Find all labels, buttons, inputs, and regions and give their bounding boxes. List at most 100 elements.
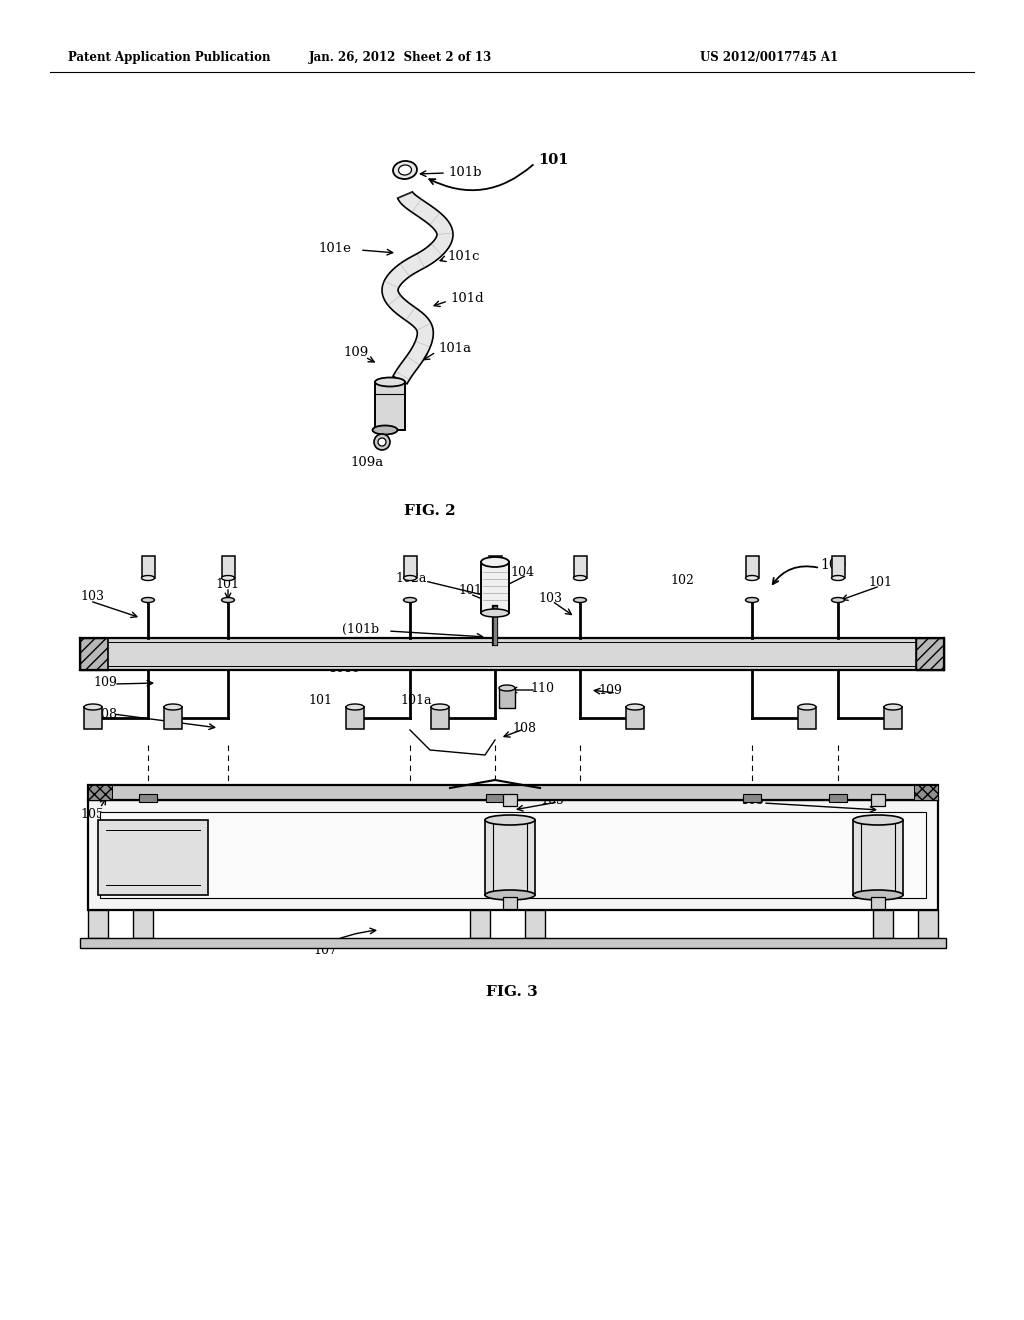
Bar [221, 556, 234, 578]
Bar [88, 785, 112, 800]
Ellipse shape [485, 814, 535, 825]
Bar [486, 795, 504, 803]
Ellipse shape [573, 598, 587, 602]
Bar [488, 556, 502, 578]
Ellipse shape [346, 704, 364, 710]
Text: 101e: 101e [548, 651, 580, 664]
Bar [141, 556, 155, 578]
Ellipse shape [831, 598, 845, 602]
Bar [98, 820, 208, 895]
Ellipse shape [141, 576, 155, 581]
Text: FIG. 3: FIG. 3 [486, 985, 538, 999]
Text: 101e: 101e [318, 242, 351, 255]
Text: 103: 103 [538, 591, 562, 605]
Ellipse shape [374, 434, 390, 450]
Ellipse shape [403, 576, 417, 581]
Text: 102a: 102a [395, 573, 426, 586]
Text: 108: 108 [512, 722, 536, 734]
Text: 109: 109 [598, 685, 622, 697]
Bar [626, 708, 644, 729]
Bar [573, 556, 587, 578]
Bar [871, 795, 885, 807]
Text: 101: 101 [538, 153, 568, 168]
Bar [100, 812, 926, 898]
Ellipse shape [164, 704, 182, 710]
Ellipse shape [221, 576, 234, 581]
Text: 107: 107 [313, 944, 337, 957]
Text: 108: 108 [93, 708, 117, 721]
Ellipse shape [488, 576, 502, 581]
Text: 100: 100 [820, 558, 847, 572]
Text: 105: 105 [740, 795, 764, 808]
Ellipse shape [393, 161, 417, 180]
Text: 101: 101 [308, 693, 332, 706]
Bar [503, 795, 517, 807]
Ellipse shape [798, 704, 816, 710]
Text: 101d: 101d [795, 652, 827, 665]
Bar [108, 638, 916, 671]
Bar [375, 381, 406, 430]
Bar [743, 795, 761, 803]
Bar [84, 708, 102, 729]
Bar [831, 556, 845, 578]
Ellipse shape [499, 685, 515, 690]
Bar [485, 820, 535, 895]
Ellipse shape [831, 576, 845, 581]
Text: FIG. 2: FIG. 2 [404, 504, 456, 517]
Bar [914, 785, 938, 800]
Ellipse shape [626, 704, 644, 710]
Bar [745, 556, 759, 578]
Text: US 2012/0017745 A1: US 2012/0017745 A1 [700, 50, 838, 63]
Bar [884, 708, 902, 729]
Text: 103: 103 [80, 590, 104, 602]
Polygon shape [382, 191, 453, 384]
Bar [525, 909, 545, 939]
Ellipse shape [378, 438, 386, 446]
Text: Patent Application Publication: Patent Application Publication [68, 50, 270, 63]
Ellipse shape [481, 557, 509, 568]
Bar [916, 638, 944, 671]
Bar [918, 909, 938, 939]
Bar [80, 939, 946, 948]
Bar [431, 708, 449, 729]
Bar [499, 688, 515, 708]
Ellipse shape [375, 378, 406, 387]
Ellipse shape [485, 890, 535, 900]
Text: 101: 101 [458, 585, 482, 598]
Ellipse shape [84, 704, 102, 710]
Text: 109: 109 [93, 676, 117, 689]
Bar [88, 785, 938, 800]
Text: 110: 110 [530, 681, 554, 694]
Bar [133, 909, 153, 939]
Ellipse shape [373, 425, 397, 434]
Text: 101b: 101b [449, 165, 481, 178]
Bar [853, 820, 903, 895]
Bar [346, 708, 364, 729]
Bar [871, 898, 885, 909]
Text: 101: 101 [215, 578, 239, 590]
Ellipse shape [488, 598, 502, 602]
Text: 101c: 101c [656, 660, 687, 673]
Ellipse shape [853, 814, 903, 825]
Text: 106: 106 [720, 816, 744, 829]
Bar [88, 800, 938, 909]
Bar [503, 898, 517, 909]
Text: 101d: 101d [450, 292, 483, 305]
Bar [829, 795, 847, 803]
Bar [88, 909, 108, 939]
Text: (101b: (101b [342, 623, 379, 635]
Bar [80, 638, 108, 671]
Text: 104: 104 [510, 565, 534, 578]
Text: 101c: 101c [447, 249, 479, 263]
Ellipse shape [141, 598, 155, 602]
Bar [403, 556, 417, 578]
Ellipse shape [884, 704, 902, 710]
Bar [798, 708, 816, 729]
Text: 101c: 101c [328, 661, 359, 675]
Text: 105: 105 [80, 808, 103, 821]
Bar [481, 562, 509, 612]
Bar [164, 708, 182, 729]
Text: 101: 101 [868, 577, 892, 590]
Bar [470, 909, 490, 939]
Bar [873, 909, 893, 939]
